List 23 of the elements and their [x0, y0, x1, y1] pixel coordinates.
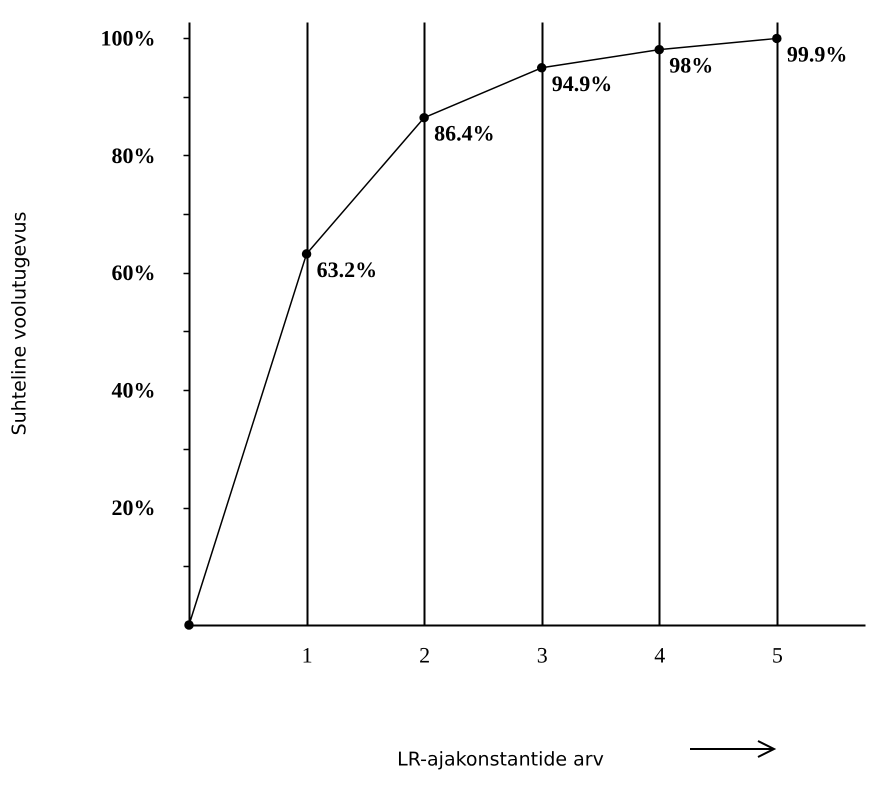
- x-tick-label: 4: [654, 642, 666, 668]
- data-label: 86.4%: [434, 120, 495, 146]
- y-tick-label: 60%: [112, 260, 156, 286]
- data-label: 94.9%: [552, 70, 612, 96]
- point: [772, 34, 782, 44]
- y-tick-label: 40%: [112, 378, 156, 403]
- x-tick-label: 3: [536, 642, 548, 668]
- y-tick-label: 20%: [112, 495, 156, 520]
- x-tick-label: 5: [772, 642, 783, 668]
- x-axis-title: LR-ajakonstantide arv: [397, 748, 604, 770]
- point: [302, 249, 312, 259]
- y-tick-label: 100%: [100, 25, 156, 50]
- data-label: 98%: [669, 52, 714, 78]
- x-tick-label: 1: [302, 642, 313, 668]
- point: [654, 44, 664, 54]
- y-tick-label: 80%: [112, 142, 156, 168]
- x-tick-label: 2: [419, 642, 430, 668]
- point: [536, 63, 546, 73]
- point: [419, 112, 429, 122]
- data-label: 63.2%: [316, 256, 378, 282]
- data-label: 99.9%: [786, 41, 848, 66]
- point: [184, 620, 194, 630]
- y-axis-title: Suhteline voolutugevus: [8, 212, 30, 436]
